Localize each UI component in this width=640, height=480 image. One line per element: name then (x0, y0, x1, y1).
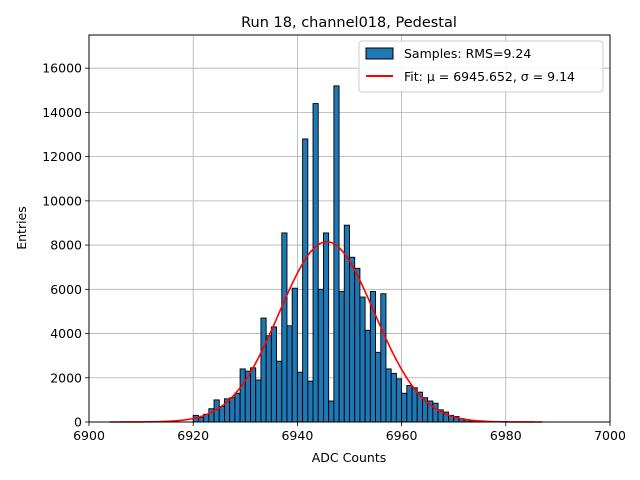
histogram-bar (411, 387, 418, 423)
histogram-bar (250, 367, 257, 423)
y-tick-label: 16000 (42, 61, 82, 76)
x-axis-label: ADC Counts (312, 450, 387, 465)
legend: Samples: RMS=9.24 Fit: μ = 6945.652, σ =… (358, 40, 604, 93)
histogram-bar (276, 360, 283, 423)
histogram-bar (281, 232, 288, 423)
legend-label-samples: Samples: RMS=9.24 (404, 46, 531, 61)
histogram-bar (307, 380, 314, 423)
legend-label-fit: Fit: μ = 6945.652, σ = 9.14 (404, 69, 575, 84)
histogram-bar (302, 138, 309, 423)
histogram-bar (265, 335, 272, 423)
histogram-bar (354, 267, 361, 423)
histogram-bar (364, 329, 371, 423)
x-tick-label: 6900 (73, 428, 105, 443)
y-axis-label: Entries (14, 206, 29, 250)
x-tick-label: 7000 (594, 428, 626, 443)
y-tick-label: 0 (74, 415, 82, 430)
histogram-bar (380, 293, 387, 423)
y-tick-label: 8000 (50, 238, 82, 253)
histogram-bar (385, 368, 392, 423)
x-tick-label: 6960 (386, 428, 418, 443)
fit-curve-layer (109, 240, 543, 423)
histogram-bar (239, 368, 246, 423)
histogram-bar (317, 288, 324, 423)
histogram-bar (406, 385, 413, 423)
histogram-bar (401, 392, 408, 423)
y-tick-label: 14000 (42, 105, 82, 120)
histogram-bar (218, 406, 225, 423)
y-tick-label: 2000 (50, 370, 82, 385)
legend-box (358, 40, 604, 93)
x-tick-label: 6920 (177, 428, 209, 443)
histogram-bar (291, 287, 298, 423)
histogram-bar (395, 378, 403, 423)
x-tick-label: 6940 (281, 428, 313, 443)
histogram-bar (270, 326, 278, 423)
chart-title: Run 18, channel018, Pedestal (241, 15, 457, 31)
histogram-bar (328, 400, 335, 423)
histogram-bar (323, 232, 330, 423)
histogram-bar (390, 372, 397, 423)
histogram-bar (375, 351, 382, 423)
plot-frame (88, 34, 611, 423)
y-axis-ticks: 0 2000 4000 6000 8000 10000 12000 14000 16000 (42, 61, 89, 430)
histogram-bars (192, 85, 481, 423)
x-axis-ticks: 6900 6920 6940 6960 6980 7000 (73, 422, 626, 443)
histogram-bar (296, 371, 304, 423)
histogram-bar (234, 392, 241, 423)
histogram-bar (432, 402, 439, 423)
y-tick-label: 10000 (42, 193, 82, 208)
histogram-bar (312, 103, 319, 423)
histogram-bar (349, 256, 356, 423)
histogram-bar (229, 397, 236, 423)
y-tick-label: 12000 (42, 149, 82, 164)
x-tick-label: 6980 (490, 428, 522, 443)
gaussian-fit-line (109, 240, 543, 423)
histogram-bar (359, 296, 366, 423)
y-tick-label: 6000 (50, 282, 82, 297)
histogram-bar (338, 291, 345, 423)
legend-swatch-samples (365, 47, 394, 60)
histogram-bar (255, 379, 262, 423)
histogram-bar (260, 317, 267, 423)
histogram-bar (197, 417, 205, 423)
y-tick-label: 4000 (50, 326, 82, 341)
histogram-bar (286, 325, 293, 423)
histogram-bar (333, 85, 340, 423)
